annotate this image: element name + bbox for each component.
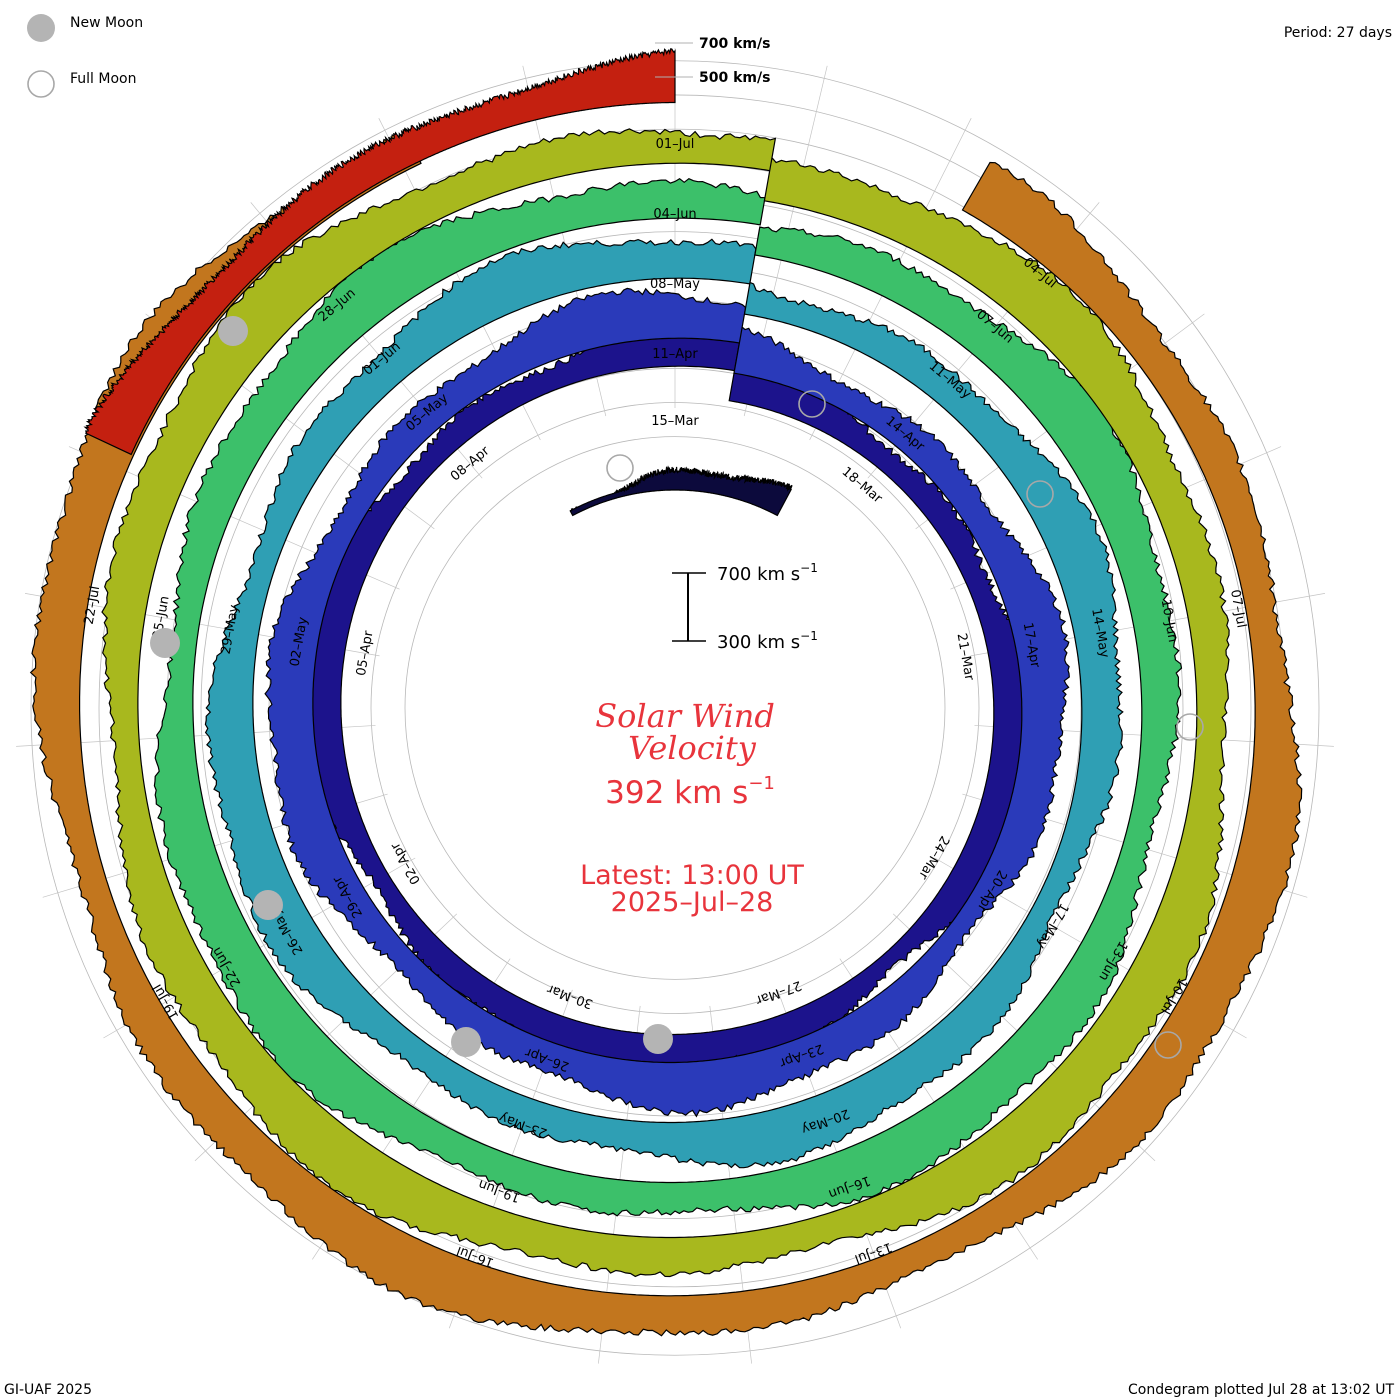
full-moon-marker bbox=[798, 390, 826, 418]
footer-plot-time: Condegram plotted Jul 28 at 13:02 UT bbox=[1128, 1382, 1394, 1398]
date-label: 21–Mar bbox=[954, 632, 977, 682]
full-moon-marker bbox=[1176, 713, 1204, 741]
rotation-band-8 bbox=[83, 48, 676, 456]
scale-top-label: 700 km s−1 bbox=[717, 561, 818, 585]
rotation-band-7 bbox=[29, 127, 1303, 1337]
date-label: 22–Jul bbox=[82, 585, 103, 626]
chart-title-line2: Velocity bbox=[628, 729, 757, 767]
footer-credit: GI-UAF 2025 bbox=[4, 1382, 92, 1398]
rotation-band-1 bbox=[569, 465, 793, 517]
ref-700-label: 700 km/s bbox=[699, 36, 770, 52]
date-label: 15–Mar bbox=[651, 414, 699, 429]
rotation-band-6 bbox=[101, 128, 1230, 1278]
full-moon-marker bbox=[1154, 1031, 1182, 1059]
full-moon-marker bbox=[1026, 480, 1054, 508]
current-speed: 392 km s−1 bbox=[605, 773, 775, 811]
full-moon-marker bbox=[606, 454, 634, 482]
ref-500-label: 500 km/s bbox=[699, 70, 770, 86]
date-label: 27–Mar bbox=[753, 977, 803, 1008]
latest-date: 2025–Jul–28 bbox=[611, 887, 774, 918]
new-moon-marker bbox=[218, 316, 248, 346]
legend-new-moon-label: New Moon bbox=[70, 15, 143, 31]
new-moon-marker bbox=[451, 1027, 481, 1057]
date-label: 10–Jun bbox=[1158, 598, 1180, 643]
speed-scale-bar: 700 km s−1 300 km s−1 bbox=[672, 561, 818, 653]
legend-new-moon-icon bbox=[27, 14, 55, 42]
date-label: 30–Mar bbox=[545, 981, 595, 1012]
date-label: 08–May bbox=[650, 277, 700, 292]
chart-title-line1: Solar Wind bbox=[595, 697, 775, 735]
grid-ring bbox=[404, 436, 946, 980]
date-label: 01–Jul bbox=[656, 137, 695, 152]
legend-full-moon-label: Full Moon bbox=[70, 71, 136, 87]
date-label: 02–Apr bbox=[388, 839, 424, 886]
latest-time: Latest: 13:00 UT bbox=[580, 860, 804, 891]
period-label: Period: 27 days bbox=[1284, 25, 1392, 41]
date-label: 07–Jul bbox=[1227, 588, 1248, 629]
legend-full-moon-icon bbox=[27, 70, 55, 98]
new-moon-marker bbox=[643, 1024, 673, 1054]
rotation-bands bbox=[29, 48, 1303, 1337]
date-label: 04–Jun bbox=[653, 207, 696, 222]
new-moon-marker bbox=[253, 890, 283, 920]
date-label: 18–Mar bbox=[839, 464, 886, 506]
moon-markers bbox=[150, 316, 1204, 1059]
date-label: 24–Mar bbox=[915, 833, 952, 882]
new-moon-marker bbox=[150, 628, 180, 658]
date-label: 11–Apr bbox=[652, 347, 698, 362]
scale-bottom-label: 300 km s−1 bbox=[717, 629, 818, 653]
